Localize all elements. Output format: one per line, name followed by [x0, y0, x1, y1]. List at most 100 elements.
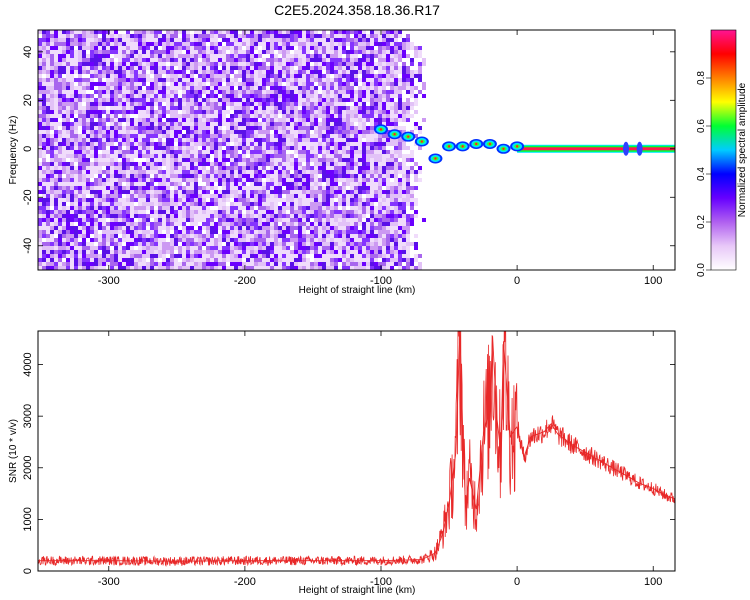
spectrogram-cell: [354, 166, 358, 174]
spectrogram-cell: [58, 218, 62, 222]
spectrogram-cell: [54, 114, 58, 118]
spectrogram-cell: [338, 50, 342, 54]
spectrogram-cell: [386, 138, 390, 142]
spectrogram-cell: [258, 178, 262, 182]
spectrogram-cell: [310, 178, 314, 182]
spectrogram-cell: [386, 262, 390, 266]
spectrogram-cell: [358, 150, 362, 154]
spectrogram-cell: [90, 258, 94, 262]
spectrogram-cell: [62, 254, 66, 258]
spectrogram-cell: [358, 154, 362, 158]
spectrogram-cell: [326, 118, 330, 122]
spectrogram-cell: [98, 206, 102, 210]
spectrogram-cell: [390, 70, 394, 74]
spectrogram-cell: [142, 34, 146, 38]
spectrogram-cell: [106, 58, 110, 62]
spectrogram-cell: [330, 170, 334, 174]
spectrogram-cell: [302, 158, 306, 162]
spectrogram-cell: [314, 234, 318, 238]
spectrogram-cell: [278, 162, 282, 166]
spectrogram-cell: [98, 42, 102, 46]
spectrogram-cell: [174, 30, 178, 34]
spectrogram-cell: [290, 242, 294, 246]
spectrogram-cell: [190, 34, 194, 38]
spectrogram-cell: [282, 58, 286, 62]
spectrogram-cell: [202, 86, 206, 90]
spectrogram-cell: [214, 202, 218, 206]
spectrogram-cell: [274, 86, 278, 90]
spectrogram-cell: [322, 218, 326, 222]
spectrogram-cell: [102, 94, 106, 98]
spectrogram-cell: [350, 54, 354, 58]
spectrogram-cell: [250, 242, 254, 246]
spectrogram-cell: [334, 46, 338, 50]
spectrogram-cell: [142, 198, 146, 202]
spectrogram-cell: [146, 50, 150, 58]
spectrogram-cell: [102, 66, 106, 70]
spectrogram-cell: [206, 162, 210, 166]
spectrogram-cell: [314, 146, 318, 150]
spectrogram-cell: [310, 38, 314, 42]
spectrogram-cell: [346, 190, 350, 194]
spectrogram-cell: [74, 78, 78, 82]
spectrogram-cell: [130, 106, 134, 110]
spectrogram-cell: [286, 198, 290, 202]
spectrogram-cell: [270, 202, 274, 206]
spectrogram-cell: [62, 34, 66, 38]
spectrogram-cell: [374, 138, 378, 142]
spectrogram-cell: [170, 218, 174, 222]
spectrogram-cell: [166, 170, 170, 178]
spectrogram-cell: [282, 254, 286, 258]
spectrogram-cell: [130, 178, 134, 182]
spectrogram-cell: [294, 202, 298, 206]
spectrogram-cell: [358, 94, 362, 98]
spectrogram-cell: [342, 30, 346, 34]
spectrogram-cell: [266, 258, 270, 262]
spectrogram-cell: [334, 98, 338, 102]
spectrogram-cell: [42, 262, 46, 266]
spectrogram-cell: [210, 202, 214, 206]
spectrogram-cell: [102, 102, 106, 106]
spectrogram-cell: [186, 182, 190, 186]
spectrogram-cell: [270, 66, 274, 70]
spectrogram-cell: [278, 254, 282, 258]
spectrogram-cell: [58, 130, 62, 134]
spectrogram-cell: [158, 174, 162, 178]
spectrogram-cell: [142, 258, 146, 262]
spectrogram-cell: [354, 146, 358, 150]
spectrogram-cell: [282, 266, 286, 270]
spectrogram-cell: [230, 162, 234, 166]
spectrogram-cell: [226, 42, 230, 46]
spectrogram-cell: [150, 66, 154, 70]
spectrogram-cell: [94, 170, 98, 174]
spectrogram-cell: [78, 266, 82, 270]
spectrogram-cell: [202, 174, 206, 182]
spectrogram-cell: [178, 194, 182, 198]
spectrogram-cell: [170, 258, 174, 262]
spectrogram-cell: [222, 98, 226, 102]
spectrogram-cell: [230, 106, 234, 110]
spectrogram-cell: [162, 262, 166, 266]
spectrogram-cell: [70, 138, 74, 142]
spectrogram-cell: [166, 90, 170, 94]
spectrogram-cell: [110, 190, 114, 194]
spectrogram-cell: [190, 210, 194, 214]
spectrogram-cell: [358, 46, 362, 50]
spectrogram-cell: [370, 262, 374, 266]
spectrogram-cell: [150, 90, 154, 94]
spectrogram-cell: [190, 78, 194, 82]
spectrogram-cell: [330, 134, 334, 138]
spectrogram-cell: [390, 246, 394, 250]
spectrogram-cell: [214, 142, 218, 150]
spectrogram-cell: [266, 90, 270, 94]
spectrogram-cell: [86, 262, 90, 266]
spectrogram-cell: [330, 178, 334, 182]
spectrogram-cell: [70, 90, 74, 94]
spectrogram-cell: [78, 94, 82, 98]
spectrogram-cell: [234, 234, 238, 238]
spectrogram-cell: [354, 118, 358, 122]
spectrogram-cell: [382, 78, 386, 82]
spectrogram-cell: [142, 242, 146, 246]
spectrogram-cell: [146, 110, 150, 114]
spectrogram-cell: [258, 138, 262, 146]
